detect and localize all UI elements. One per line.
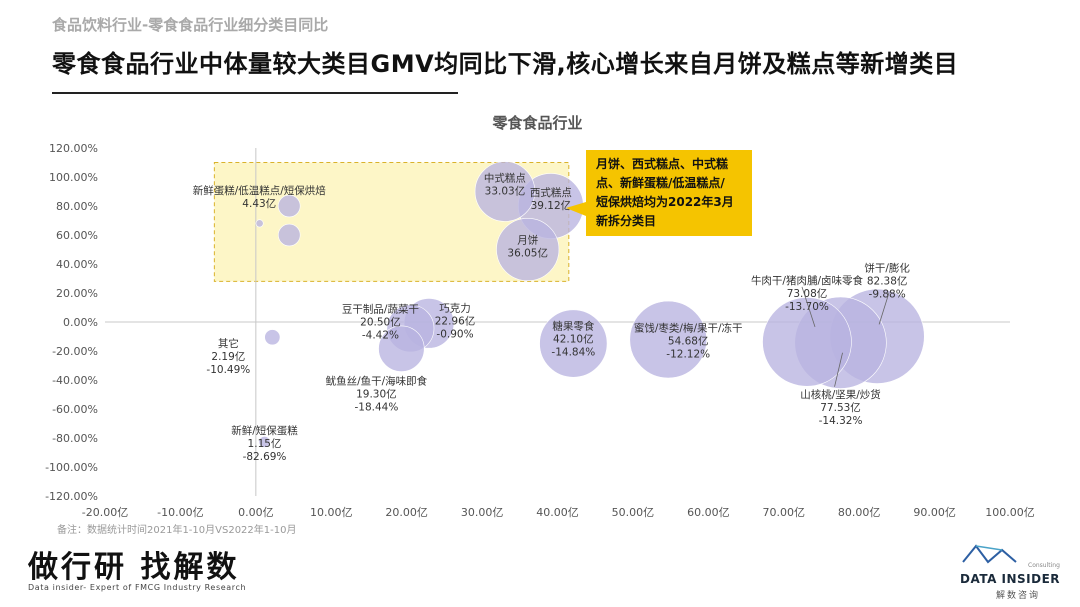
y-tick-label: -40.00% [52, 374, 98, 387]
bubble-label: -18.44% [354, 402, 398, 414]
bubble-label: 其它 [218, 337, 239, 350]
bubble-label: 82.38亿 [867, 274, 908, 287]
y-tick-label: -100.00% [45, 461, 98, 474]
chart-title: 零食食品行业 [491, 114, 582, 132]
bubble-label: 39.12亿 [531, 199, 572, 212]
bubble-label: 77.53亿 [820, 401, 861, 414]
bubble-label: 豆干制品/蔬菜干 [342, 302, 419, 315]
bubble-label: -9.88% [869, 288, 906, 300]
y-tick-label: 60.00% [56, 229, 98, 242]
callout-text: 点、新鲜蛋糕/低温糕点/ [596, 175, 725, 190]
bubble-label: 2.19亿 [211, 350, 245, 363]
bubble [474, 161, 536, 222]
callout-text: 月饼、西式糕点、中式糕 [595, 156, 728, 171]
section-subtitle: 食品饮料行业-零食食品行业细分类目同比 [52, 16, 329, 34]
headline-underline [52, 92, 458, 94]
x-tick-label: 60.00亿 [687, 506, 730, 519]
bubble-label: 20.50亿 [360, 315, 401, 328]
bubble-label: 42.10亿 [553, 333, 594, 346]
callout-text: 短保烘焙均为2022年3月 [596, 194, 734, 209]
bubble-label: -14.84% [551, 347, 595, 359]
x-tick-label: -20.00亿 [82, 506, 128, 519]
y-tick-label: -120.00% [45, 490, 98, 503]
bubble-label: 73.08亿 [787, 287, 828, 300]
bubble-label: -82.69% [243, 451, 287, 463]
bubble-label: 19.30亿 [356, 388, 397, 401]
bubble-label: -13.70% [785, 301, 829, 313]
x-tick-label: 20.00亿 [385, 506, 428, 519]
leader-line [834, 352, 843, 387]
bubble-label: 1.15亿 [248, 437, 282, 450]
bubble-chart: 零食食品行业 120.00% 100.00% 80.00% 60.00% 40.00% 20… [45, 114, 1035, 536]
brand-tagline: Data insider- Expert of FMCG Industry Re… [28, 583, 247, 592]
bubble-label: 4.43亿 [242, 197, 276, 210]
callout-box [586, 150, 752, 236]
callout-pointer [566, 202, 586, 216]
footnote: 备注：数据统计时间2021年1-10月VS2022年1-10月 [57, 523, 296, 536]
bubble-label: 新鲜蛋糕/低温糕点/短保烘焙 [193, 184, 327, 197]
bubble-label: 糖果零食 [552, 320, 594, 333]
bubble-label: 54.68亿 [668, 335, 709, 348]
bubble-label: 33.03亿 [485, 185, 526, 198]
x-tick-label: 0.00亿 [238, 506, 274, 519]
x-tick-label: 80.00亿 [838, 506, 881, 519]
bubble-label: 巧克力 [439, 301, 471, 314]
bubble-label: 36.05亿 [507, 247, 548, 260]
bubble [629, 300, 707, 379]
leader-line [878, 292, 890, 325]
x-tick-label: 70.00亿 [763, 506, 806, 519]
bubble-label: 山核桃/坚果/炒货 [800, 388, 881, 401]
data-insider-logo-icon [962, 544, 1017, 564]
bubble-label: -12.12% [666, 349, 710, 361]
bubble-label: -4.42% [362, 329, 399, 341]
brand-slogan: 做行研 找解数 [28, 550, 240, 585]
x-tick-label: -10.00亿 [157, 506, 203, 519]
y-tick-label: -60.00% [52, 403, 98, 416]
bubble [277, 194, 301, 218]
x-tick-label: 10.00亿 [310, 506, 353, 519]
bubble-label: 中式糕点 [484, 172, 526, 185]
bubble [277, 223, 301, 247]
bubble [762, 297, 852, 387]
y-tick-label: 100.00% [49, 171, 98, 184]
bubble [264, 329, 281, 346]
bubble [496, 217, 560, 282]
bubble [378, 325, 425, 372]
x-tick-label: 30.00亿 [461, 506, 504, 519]
bubble-label: -10.49% [206, 364, 250, 376]
x-tick-label: 50.00亿 [612, 506, 655, 519]
bubble-label: -14.32% [819, 415, 863, 427]
x-tick-label: 40.00亿 [536, 506, 579, 519]
bubble-label: 月饼 [517, 234, 538, 247]
x-tick-label: 90.00亿 [913, 506, 956, 519]
y-tick-label: -20.00% [52, 345, 98, 358]
bubble-label: 22.96亿 [435, 314, 476, 327]
y-tick-label: 20.00% [56, 287, 98, 300]
bubble-label: 西式糕点 [530, 186, 572, 199]
callout-text: 新拆分类目 [596, 213, 656, 228]
logo-chinese-name: 解数咨询 [996, 591, 1041, 601]
x-tick-label: 100.00亿 [985, 506, 1035, 519]
bubble-label: 饼干/膨化 [864, 261, 910, 274]
page-headline: 零食食品行业中体量较大类目GMV均同比下滑,核心增长来自月饼及糕点等新增类目 [52, 50, 959, 78]
bubble-label: -0.90% [436, 328, 473, 340]
bubble [539, 309, 608, 378]
y-tick-label: 40.00% [56, 258, 98, 271]
leader-line [801, 286, 816, 327]
bubble-label: 牛肉干/猪肉脯/卤味零食 [751, 274, 864, 287]
bubble [258, 436, 271, 448]
bubble-label: 鱿鱼丝/鱼干/海味即食 [326, 375, 428, 388]
y-tick-label: 120.00% [49, 142, 98, 155]
bubble-label: 新鲜/短保蛋糕 [231, 424, 298, 437]
y-tick-label: -80.00% [52, 432, 98, 445]
y-tick-label: 0.00% [63, 316, 98, 329]
bubble [255, 219, 264, 228]
bubble-label: 蜜饯/枣类/梅/果干/冻干 [634, 322, 743, 335]
y-tick-label: 80.00% [56, 200, 98, 213]
logo-name: DATA INSIDER [960, 572, 1061, 586]
logo-consulting-text: Consulting [1028, 562, 1060, 569]
